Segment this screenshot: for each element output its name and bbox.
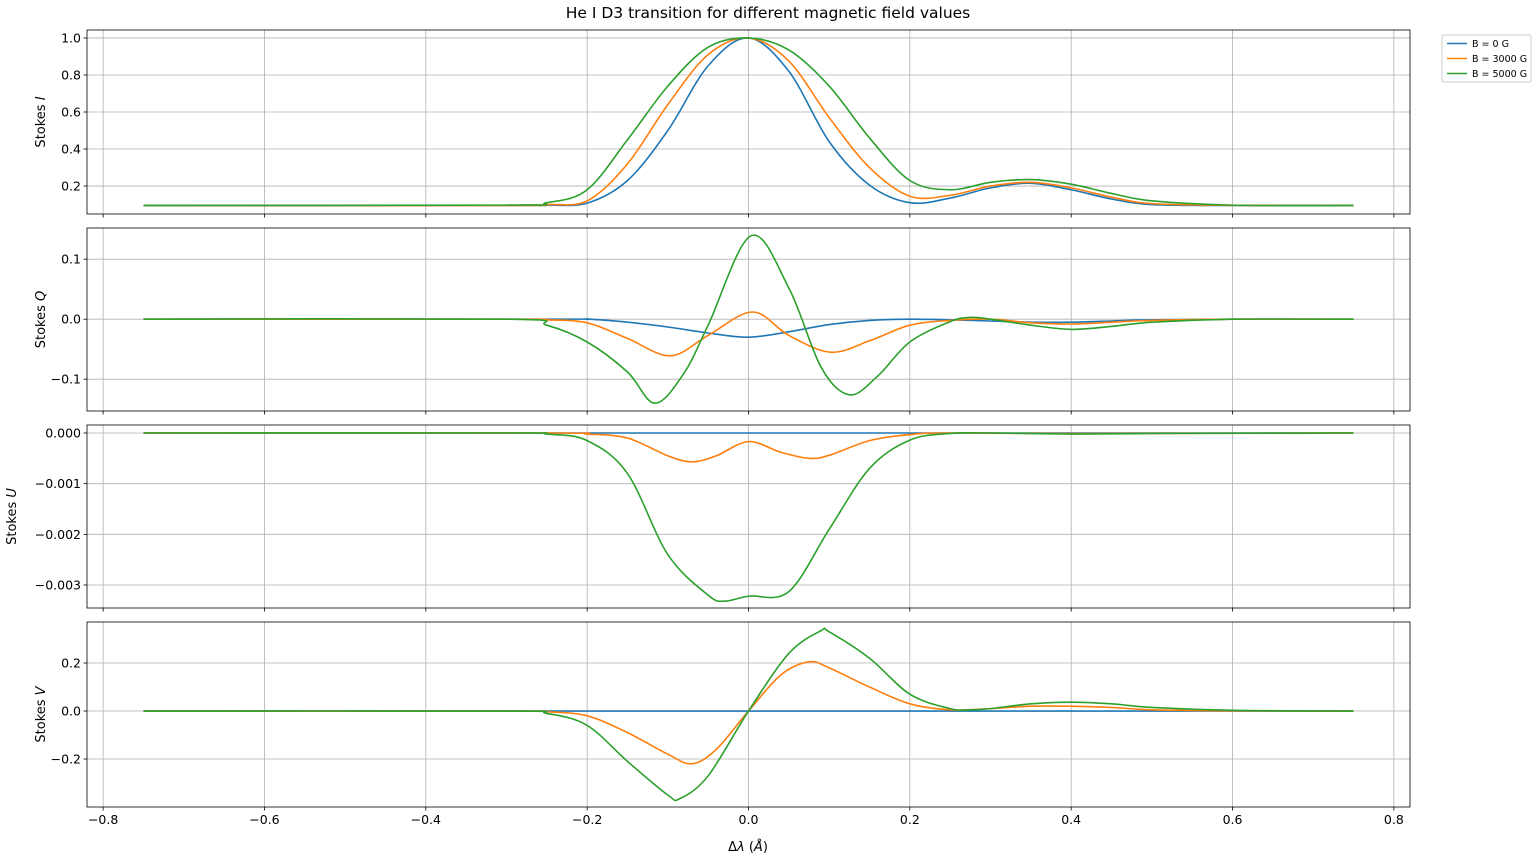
legend-label-b3000: B = 3000 G <box>1472 54 1527 65</box>
subplot-stokes-q: −0.1 0.0 0.1 Stokes Q <box>34 227 1411 415</box>
subplot-stokes-i: 0.2 0.4 0.6 0.8 1.0 Stokes I <box>34 29 1411 218</box>
x-axis-label: Δλ (Å) <box>728 839 768 855</box>
y-axis-label: Stokes Q <box>34 291 49 349</box>
y-tick-label: −0.1 <box>51 372 81 387</box>
x-tick-label: −0.4 <box>411 812 441 827</box>
y-tick-label: 0.0 <box>61 704 81 719</box>
y-tick-label: −0.2 <box>51 752 81 767</box>
series-line-5000g <box>143 234 1354 405</box>
axes-frame <box>86 621 1411 808</box>
x-tick-label: −0.6 <box>249 812 279 827</box>
subplot-stokes-u: −0.003 −0.002 −0.001 0.000 Stokes U <box>5 424 1411 612</box>
axes-frame <box>86 227 1411 412</box>
x-tick-label: −0.2 <box>572 812 602 827</box>
x-tick-label: −0.8 <box>88 812 118 827</box>
y-tick-label: 0.000 <box>45 426 81 441</box>
y-tick-label: −0.002 <box>35 527 81 542</box>
chart-title: He I D3 transition for different magneti… <box>566 4 971 22</box>
series-line-0g <box>143 318 1354 339</box>
series-line-5000g <box>143 37 1354 207</box>
y-axis-label: Stokes U <box>5 488 20 545</box>
x-tick-label: 0.8 <box>1384 812 1404 827</box>
axes-frame <box>86 424 1411 609</box>
y-tick-label: 0.6 <box>61 105 81 120</box>
series-line-3000g <box>143 311 1354 357</box>
y-tick-label: 0.2 <box>61 179 81 194</box>
y-tick-label: 0.2 <box>61 656 81 671</box>
legend: B = 0 G B = 3000 G B = 5000 G <box>1441 34 1532 83</box>
y-tick-label: −0.003 <box>35 577 81 592</box>
y-axis-label: Stokes I <box>34 96 49 147</box>
y-tick-label: 1.0 <box>61 30 81 45</box>
x-tick-label: 0.4 <box>1061 812 1081 827</box>
y-tick-label: 0.8 <box>61 67 81 82</box>
y-tick-label: 0.0 <box>61 312 81 327</box>
legend-label-b0: B = 0 G <box>1472 39 1509 50</box>
x-tick-label: 0.2 <box>900 812 920 827</box>
y-tick-label: 0.1 <box>61 252 81 267</box>
x-tick-label: 0.6 <box>1223 812 1243 827</box>
x-tick-label: 0.0 <box>739 812 759 827</box>
series-line-5000g <box>143 431 1354 603</box>
axes-frame <box>86 29 1411 215</box>
legend-label-b5000: B = 5000 G <box>1472 69 1527 80</box>
series-line-5000g <box>143 627 1354 802</box>
series-line-3000g <box>143 660 1354 765</box>
y-tick-label: 0.4 <box>61 142 81 157</box>
subplot-stokes-v: −0.8 −0.6 −0.4 −0.2 0.0 0.2 0.4 0.6 0.8 −0.2 0.0 0.… <box>34 621 1411 827</box>
y-axis-label: Stokes V <box>34 685 49 742</box>
y-tick-label: −0.001 <box>35 476 81 491</box>
